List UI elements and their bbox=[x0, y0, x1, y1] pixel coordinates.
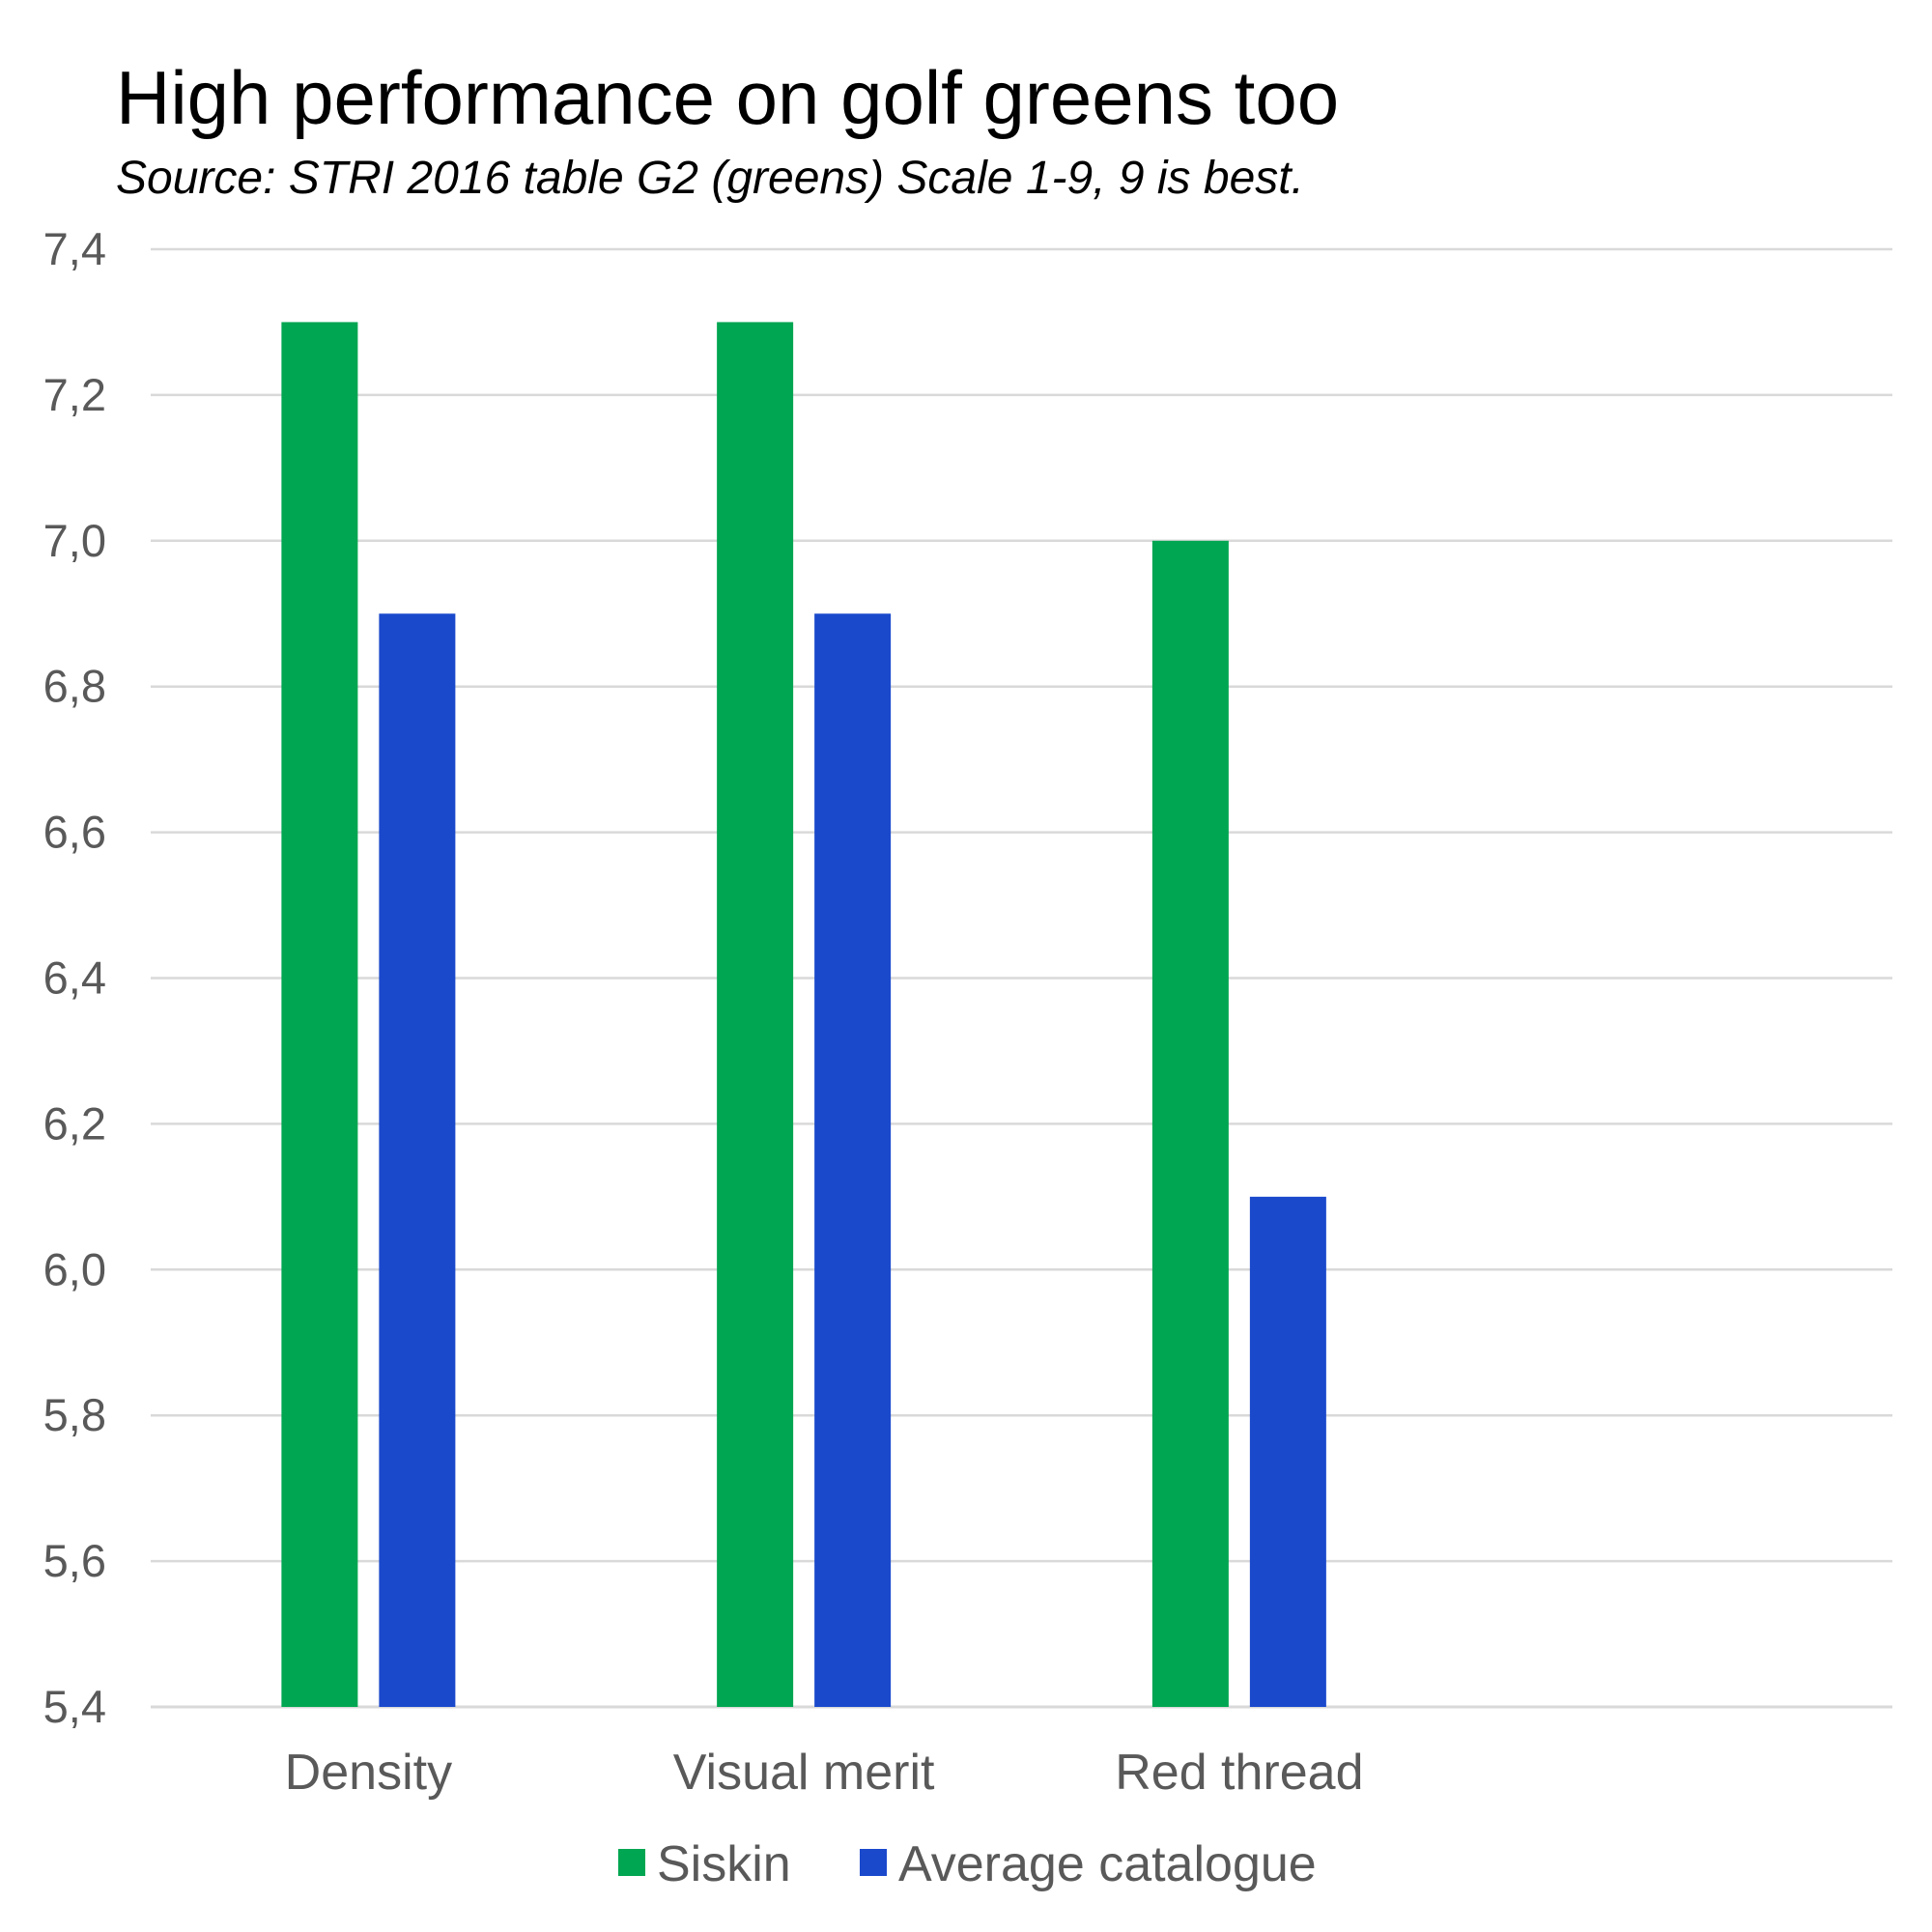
bar-siskin bbox=[1151, 540, 1229, 1707]
legend-label: Average catalogue bbox=[898, 1836, 1317, 1892]
legend: Siskin Average catalogue bbox=[618, 1836, 1317, 1892]
x-axis-labels: Density Visual merit Red thread bbox=[285, 1745, 1364, 1801]
y-tick-label: 6,6 bbox=[43, 807, 106, 858]
y-tick-label: 7,4 bbox=[43, 223, 106, 274]
bar-average-catalogue bbox=[379, 613, 456, 1707]
bars bbox=[281, 322, 1326, 1708]
y-tick-label: 6,0 bbox=[43, 1243, 106, 1294]
y-tick-label: 5,8 bbox=[43, 1389, 106, 1440]
x-category-label: Visual merit bbox=[673, 1745, 935, 1801]
y-tick-label: 6,8 bbox=[43, 661, 106, 712]
bar-average-catalogue bbox=[814, 613, 892, 1707]
legend-swatch-siskin bbox=[618, 1849, 645, 1876]
y-tick-label: 5,6 bbox=[43, 1535, 106, 1586]
bar-siskin bbox=[717, 322, 794, 1708]
y-tick-label: 7,2 bbox=[43, 369, 106, 420]
legend-swatch-average-catalogue bbox=[860, 1849, 887, 1876]
x-category-label: Density bbox=[285, 1745, 452, 1801]
y-tick-label: 6,4 bbox=[43, 952, 106, 1004]
chart-title: High performance on golf greens too bbox=[116, 55, 1339, 140]
bar-average-catalogue bbox=[1249, 1196, 1326, 1707]
legend-label: Siskin bbox=[657, 1836, 791, 1892]
y-tick-label: 7,0 bbox=[43, 515, 106, 566]
y-tick-label: 6,2 bbox=[43, 1097, 106, 1149]
bar-siskin bbox=[281, 322, 358, 1708]
chart-subtitle: Source: STRI 2016 table G2 (greens) Scal… bbox=[116, 153, 1304, 204]
y-axis-ticks: 5,4 5,6 5,8 6,0 6,2 6,4 6,6 6,8 7,0 7,2 7,4 bbox=[43, 223, 106, 1732]
y-tick-label: 5,4 bbox=[43, 1681, 106, 1732]
x-category-label: Red thread bbox=[1115, 1745, 1363, 1801]
